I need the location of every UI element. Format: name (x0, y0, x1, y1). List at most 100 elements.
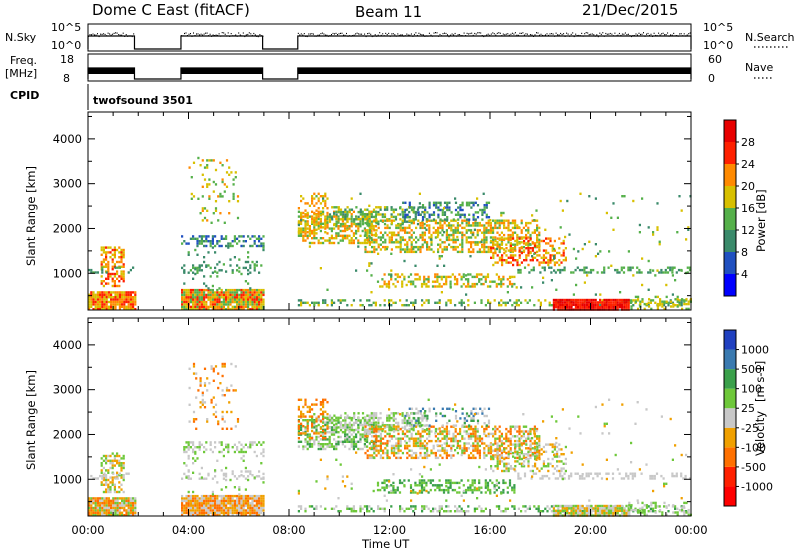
echo-cell (412, 221, 415, 225)
echo-cell (198, 472, 201, 476)
echo-cell (233, 256, 236, 259)
echo-cell (218, 296, 221, 299)
echo-cell (339, 213, 343, 216)
echo-cell (217, 219, 220, 222)
echo-cell (113, 248, 116, 252)
echo-cell (409, 280, 413, 283)
echo-cell (561, 209, 564, 212)
echo-cell (242, 300, 245, 304)
echo-cell (324, 416, 327, 419)
echo-cell (211, 240, 214, 243)
echo-cell (92, 308, 95, 311)
echo-cell (116, 502, 119, 505)
echo-cell (105, 282, 108, 285)
echo-cell (353, 428, 356, 432)
echo-cell (357, 229, 360, 233)
echo-cell (348, 438, 351, 441)
echo-cell (216, 263, 219, 266)
echo-cell (612, 306, 615, 309)
nsky-dot (224, 33, 226, 35)
echo-cell (198, 499, 201, 503)
echo-cell (374, 304, 377, 307)
echo-cell (203, 308, 206, 311)
echo-cell (641, 283, 644, 287)
echo-cell (330, 433, 333, 436)
nsky-dot (359, 33, 361, 35)
echo-cell (408, 210, 411, 214)
echo-cell (425, 285, 428, 288)
echo-cell (483, 224, 486, 227)
echo-cell (341, 431, 344, 434)
echo-cell (322, 197, 325, 200)
echo-cell (355, 232, 358, 235)
echo-cell (238, 509, 241, 512)
echo-cell (374, 232, 377, 235)
echo-cell (198, 240, 201, 243)
echo-cell (233, 502, 236, 505)
echo-cell (201, 398, 204, 402)
echo-cell (94, 504, 97, 507)
colorbar-tick-label: 8 (741, 246, 748, 259)
echo-cell (118, 303, 121, 306)
echo-cell (401, 226, 404, 230)
echo-cell (111, 466, 114, 470)
echo-cell (366, 421, 369, 425)
echo-cell (209, 303, 212, 306)
echo-cell (194, 494, 197, 498)
echo-cell (129, 308, 132, 311)
echo-cell (382, 427, 385, 431)
echo-cell (346, 435, 349, 439)
nsky-dot (644, 35, 646, 37)
echo-cell (467, 248, 470, 251)
echo-cell (324, 195, 327, 198)
echo-cell (507, 256, 510, 259)
echo-cell (225, 288, 228, 292)
echo-cell (637, 295, 640, 299)
echo-cell (549, 254, 552, 257)
echo-cell (418, 202, 421, 205)
echo-cell (527, 251, 530, 255)
echo-cell (498, 238, 501, 242)
echo-cell (509, 229, 512, 232)
echo-cell (549, 261, 552, 264)
echo-cell (393, 430, 396, 433)
echo-cell (110, 502, 113, 505)
echo-cell (489, 219, 492, 222)
echo-cell (222, 497, 225, 500)
echo-cell (350, 443, 353, 446)
echo-cell (470, 243, 473, 246)
echo-cell (408, 238, 411, 242)
echo-cell (192, 443, 195, 446)
echo-cell (185, 242, 188, 245)
echo-cell (181, 504, 184, 507)
echo-cell (605, 211, 608, 215)
echo-cell (534, 244, 537, 247)
echo-cell (570, 303, 573, 306)
echo-cell (407, 275, 410, 279)
nsky-dot (347, 35, 349, 37)
echo-cell (443, 201, 447, 204)
echo-cell (456, 282, 459, 286)
echo-cell (364, 435, 367, 438)
echo-cell (200, 242, 203, 245)
echo-cell (225, 296, 228, 299)
echo-cell (500, 282, 503, 286)
echo-cell (132, 504, 135, 507)
echo-cell (189, 511, 192, 515)
echo-cell (388, 219, 391, 222)
echo-cell (377, 245, 380, 249)
echo-cell (355, 218, 358, 221)
echo-cell (583, 306, 586, 309)
echo-cell (194, 459, 197, 462)
echo-cell (181, 502, 184, 505)
echo-cell (221, 362, 224, 366)
echo-cell (402, 216, 405, 219)
echo-cell (107, 504, 110, 507)
echo-cell (408, 226, 411, 230)
echo-cell (371, 427, 374, 431)
echo-cell (590, 301, 593, 304)
echo-cell (525, 221, 528, 225)
echo-cell (368, 299, 371, 302)
echo-cell (198, 298, 201, 301)
echo-cell (300, 199, 303, 203)
